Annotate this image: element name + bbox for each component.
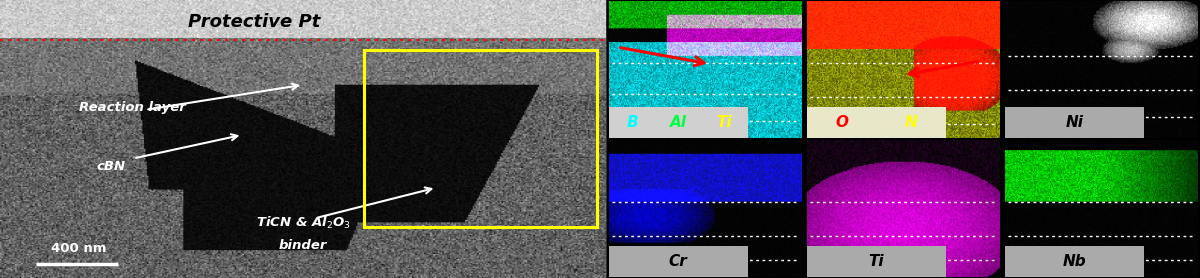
Text: TiCN & Al$_2$O$_3$: TiCN & Al$_2$O$_3$ — [256, 215, 350, 231]
Text: Cr: Cr — [668, 254, 688, 269]
Text: Al: Al — [670, 115, 686, 130]
Bar — [608, 246, 748, 277]
Bar — [608, 107, 748, 138]
Text: Ti: Ti — [716, 115, 732, 130]
Bar — [1004, 246, 1144, 277]
Bar — [364, 50, 596, 227]
Text: Ni: Ni — [1066, 115, 1084, 130]
Text: cBN: cBN — [97, 160, 126, 173]
Text: Reaction layer: Reaction layer — [79, 101, 186, 114]
Text: binder: binder — [278, 239, 328, 252]
Bar — [1004, 107, 1144, 138]
Text: Ti: Ti — [869, 254, 884, 269]
Text: Protective Pt: Protective Pt — [188, 13, 320, 31]
Text: Nb: Nb — [1062, 254, 1086, 269]
Text: O: O — [835, 115, 848, 130]
Text: 400 nm: 400 nm — [52, 242, 107, 255]
Bar — [806, 107, 946, 138]
Text: N: N — [905, 115, 917, 130]
Text: B: B — [626, 115, 638, 130]
Bar — [806, 246, 946, 277]
